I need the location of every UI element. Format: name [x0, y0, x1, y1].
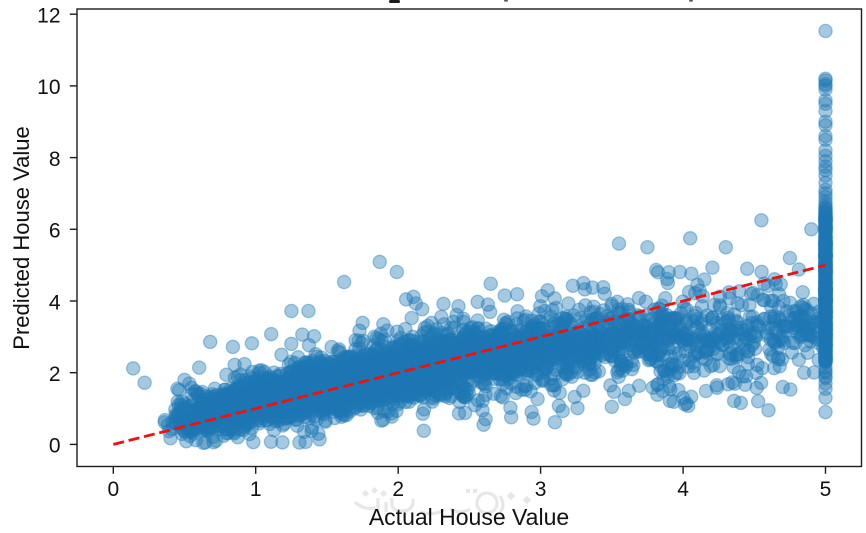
svg-text:1: 1: [250, 478, 262, 501]
svg-text:4: 4: [677, 478, 689, 501]
svg-text:3: 3: [535, 478, 547, 501]
svg-text:2: 2: [392, 478, 404, 501]
svg-text:5: 5: [820, 478, 832, 501]
svg-text:0: 0: [107, 478, 119, 501]
